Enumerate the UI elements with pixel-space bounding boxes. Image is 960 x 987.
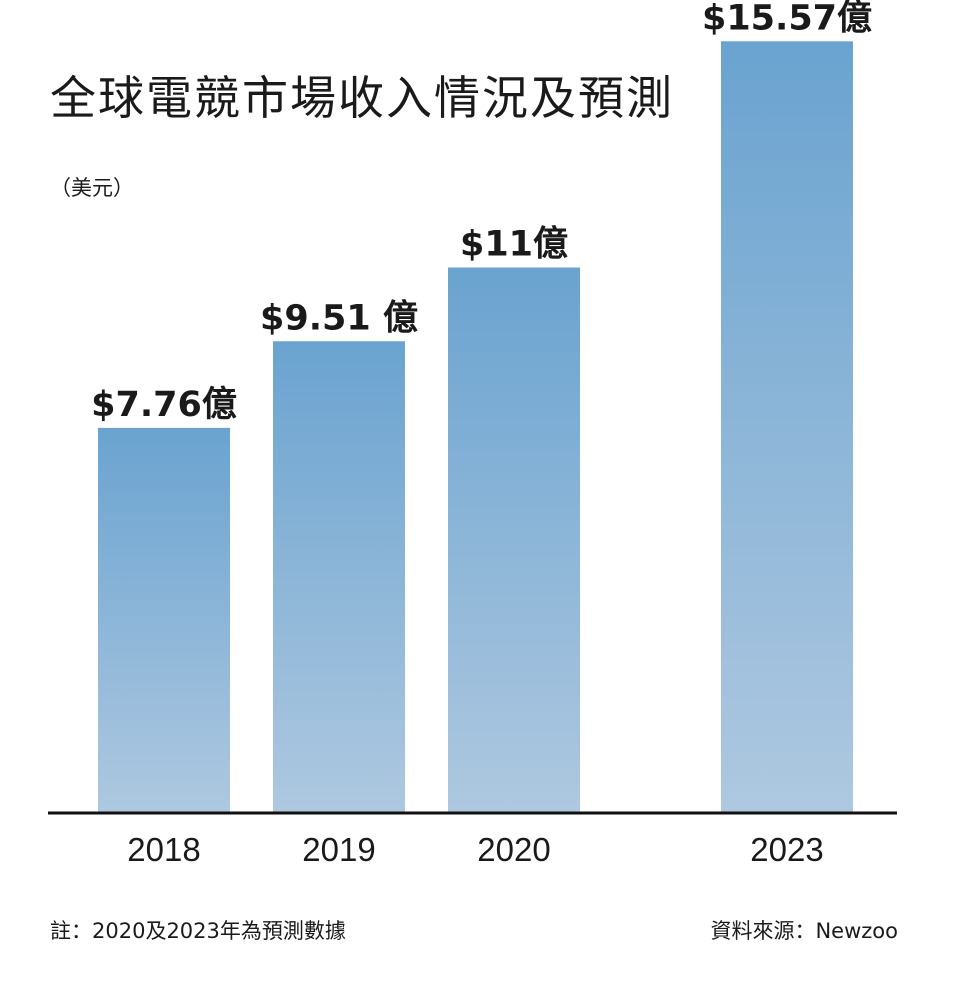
bar-2020 <box>448 267 580 812</box>
unit-label: （美元） <box>50 176 134 200</box>
value-label-2020: $11億 <box>460 225 568 265</box>
x-tick-label-2023: 2023 <box>750 831 823 868</box>
footnote: 註：2020及2023年為預測數據 <box>50 919 346 943</box>
value-label-2023: $15.57億 <box>702 0 872 38</box>
chart-title: 全球電競市場收入情況及預測 <box>50 71 674 125</box>
bar-2023 <box>721 41 853 813</box>
bar-2018 <box>98 427 230 812</box>
bar-2019 <box>273 341 405 812</box>
x-tick-label-2019: 2019 <box>302 831 375 868</box>
x-tick-label-2020: 2020 <box>477 831 550 868</box>
x-tick-label-2018: 2018 <box>127 831 200 868</box>
value-label-2019: $9.51 億 <box>260 298 418 338</box>
value-label-2018: $7.76億 <box>91 385 237 425</box>
source-note: 資料來源：Newzoo <box>710 919 898 943</box>
